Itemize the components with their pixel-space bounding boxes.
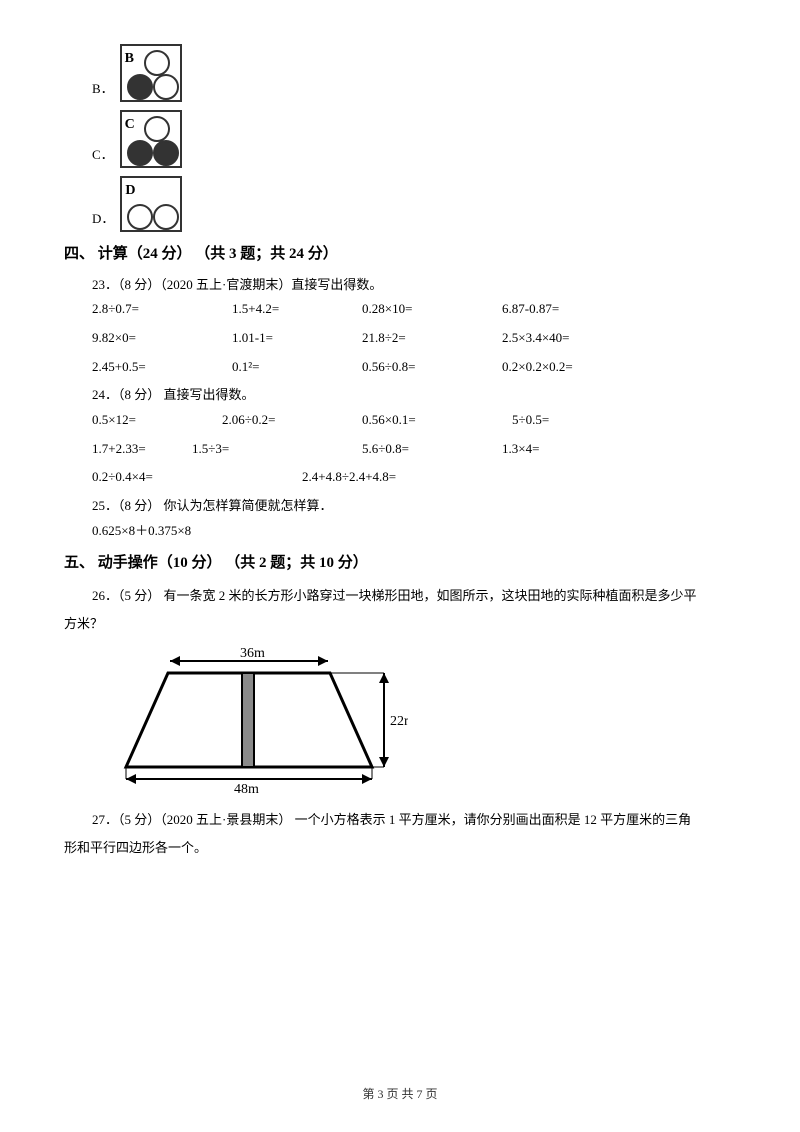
option-d-box: D (120, 176, 182, 232)
eq-cell: 1.7+2.33= (92, 437, 192, 462)
section-5-heading: 五、 动手操作（10 分） （共 2 题；共 10 分） (64, 549, 736, 578)
eq-cell: 0.1²= (232, 355, 362, 380)
q26-stem-b: 方米？ (64, 610, 736, 639)
q23-row1: 2.8÷0.7= 1.5+4.2= 0.28×10= 6.87-0.87= (92, 297, 736, 322)
q24-row1: 0.5×12= 2.06÷0.2= 0.56×0.1= 5÷0.5= (92, 408, 736, 433)
trapezoid-diagram: 36m 22m 48m (108, 645, 736, 804)
eq-cell: 2.5×3.4×40= (502, 326, 662, 351)
eq-cell: 1.01-1= (232, 326, 362, 351)
circle-icon (127, 204, 153, 230)
q27-stem-b: 形和平行四边形各一个。 (64, 834, 736, 863)
eq-cell: 0.5×12= (92, 408, 222, 433)
trapezoid-svg: 36m 22m 48m (108, 645, 408, 795)
page-footer: 第 3 页 共 7 页 (0, 1083, 800, 1106)
option-b-label: B (125, 46, 134, 73)
eq-cell: 2.45+0.5= (92, 355, 232, 380)
q27-stem-a: 27．（5 分）（2020 五上·景县期末） 一个小方格表示 1 平方厘米，请你… (92, 806, 736, 835)
option-d-letter: D． (92, 207, 114, 232)
eq-cell: 9.82×0= (92, 326, 232, 351)
eq-cell: 21.8÷2= (362, 326, 502, 351)
eq-cell: 2.4+4.8÷2.4+4.8= (302, 465, 552, 490)
q25-expr: 0.625×8＋0.375×8 (92, 519, 736, 544)
bottom-dim-label: 48m (234, 782, 259, 795)
eq-cell: 1.5+4.2= (232, 297, 362, 322)
eq-cell: 1.5÷3= (192, 437, 362, 462)
option-c-label: C (125, 112, 135, 139)
eq-cell: 5.6÷0.8= (362, 437, 502, 462)
option-b-letter: B． (92, 77, 114, 102)
circle-icon (153, 74, 179, 100)
option-b-row: B． B (92, 44, 736, 102)
option-b-box: B (120, 44, 182, 102)
eq-cell: 0.56÷0.8= (362, 355, 502, 380)
eq-cell: 0.2×0.2×0.2= (502, 355, 662, 380)
q23-row2: 9.82×0= 1.01-1= 21.8÷2= 2.5×3.4×40= (92, 326, 736, 351)
section-4-heading: 四、 计算（24 分） （共 3 题；共 24 分） (64, 240, 736, 269)
q23-row3: 2.45+0.5= 0.1²= 0.56÷0.8= 0.2×0.2×0.2= (92, 355, 736, 380)
circle-icon (144, 116, 170, 142)
q26-stem-a: 26．（5 分） 有一条宽 2 米的长方形小路穿过一块梯形田地，如图所示，这块田… (92, 582, 736, 611)
eq-cell: 0.28×10= (362, 297, 502, 322)
circle-filled-icon (127, 74, 153, 100)
circle-filled-icon (127, 140, 153, 166)
eq-cell: 5÷0.5= (512, 408, 652, 433)
circle-icon (144, 50, 170, 76)
right-dim-label: 22m (390, 714, 408, 729)
eq-cell: 1.3×4= (502, 437, 642, 462)
q25-stem: 25．（8 分） 你认为怎样算简便就怎样算． (92, 494, 736, 519)
eq-cell: 2.8÷0.7= (92, 297, 232, 322)
eq-cell: 0.2÷0.4×4= (92, 465, 302, 490)
q24-row2: 1.7+2.33= 1.5÷3= 5.6÷0.8= 1.3×4= (92, 437, 736, 462)
option-c-box: C (120, 110, 182, 168)
q23-stem: 23．（8 分）（2020 五上·官渡期末）直接写出得数。 (92, 273, 736, 298)
circle-icon (153, 204, 179, 230)
eq-cell: 0.56×0.1= (362, 408, 512, 433)
top-dim-label: 36m (240, 646, 265, 661)
option-c-letter: C． (92, 143, 114, 168)
option-c-row: C． C (92, 110, 736, 168)
eq-cell: 2.06÷0.2= (222, 408, 362, 433)
circle-filled-icon (153, 140, 179, 166)
option-d-label: D (125, 178, 135, 205)
eq-cell: 6.87-0.87= (502, 297, 662, 322)
q24-stem: 24．（8 分） 直接写出得数。 (92, 383, 736, 408)
q24-row3: 0.2÷0.4×4= 2.4+4.8÷2.4+4.8= (92, 465, 736, 490)
option-d-row: D． D (92, 176, 736, 232)
